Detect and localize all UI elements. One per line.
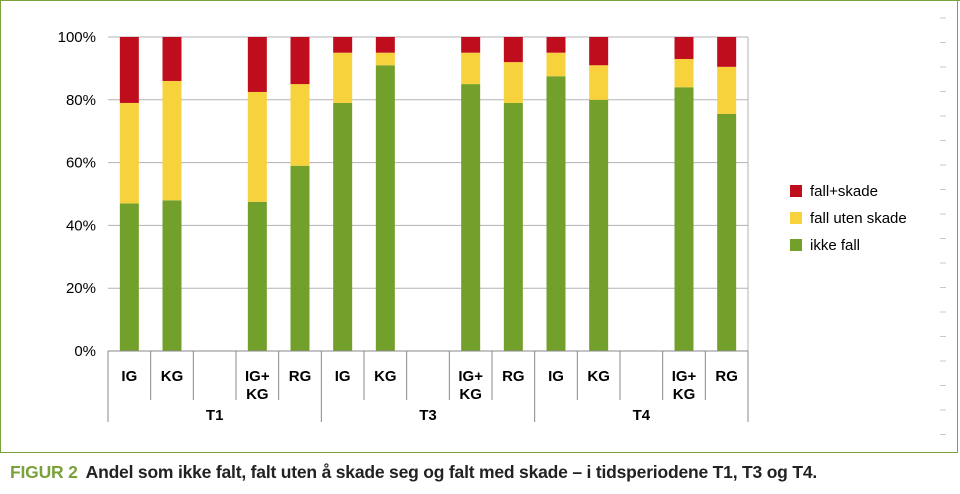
x-category-label: KG <box>459 386 482 403</box>
bar-segment-fall-uten-skade <box>119 102 139 204</box>
x-category-label: IG+ <box>458 368 483 385</box>
y-axis-ticks: 0% 20% 40% 60% 80% 100% <box>58 29 96 360</box>
bar-segment-fall-uten-skade <box>546 52 566 77</box>
bar-segment-fall-uten-skade <box>717 66 737 114</box>
y-tick-label: 20% <box>66 280 96 297</box>
bars <box>119 37 737 352</box>
frame-top-border <box>0 0 960 1</box>
bar-segment-ikke-fall <box>119 203 139 351</box>
x-category-label: KG <box>673 386 696 403</box>
x-category-label: IG <box>335 368 351 385</box>
x-category-label: RG <box>289 368 312 385</box>
bar-segment-ikke-fall <box>162 200 182 351</box>
caption-text: Andel som ikke falt, falt uten å skade s… <box>85 462 818 482</box>
figure-label: FIGUR 2 <box>10 462 78 482</box>
legend-swatch <box>790 185 802 197</box>
bar-segment-fall-skade <box>589 37 609 66</box>
bar-segment-fall-uten-skade <box>247 91 267 202</box>
bar-segment-fall-skade <box>119 37 139 103</box>
bar-segment-ikke-fall <box>461 84 481 351</box>
bar-segment-fall-skade <box>333 37 353 53</box>
bar-segment-fall-skade <box>375 37 395 53</box>
bar-segment-fall-skade <box>717 37 737 67</box>
x-category-label: IG+ <box>672 368 697 385</box>
x-category-label: KG <box>161 368 184 385</box>
x-category-label: RG <box>502 368 525 385</box>
x-category-label: KG <box>246 386 269 403</box>
bar-segment-ikke-fall <box>375 65 395 351</box>
legend-label: fall+skade <box>810 183 878 200</box>
bar-segment-ikke-fall <box>333 102 353 351</box>
bar-segment-fall-uten-skade <box>290 84 310 166</box>
bar-segment-fall-uten-skade <box>503 62 523 103</box>
figure-frame <box>0 0 958 453</box>
legend-label: fall uten skade <box>810 210 907 227</box>
x-category-label: KG <box>587 368 610 385</box>
legend: fall+skade fall uten skade ikke fall <box>790 183 907 254</box>
bar-segment-fall-skade <box>162 37 182 81</box>
bar-segment-ikke-fall <box>290 165 310 351</box>
right-edge-dashes <box>940 17 946 435</box>
x-category-label: IG <box>548 368 564 385</box>
bar-segment-fall-uten-skade <box>674 58 694 88</box>
bar-segment-ikke-fall <box>247 201 267 351</box>
bar-segment-ikke-fall <box>546 76 566 351</box>
bar-segment-fall-skade <box>674 37 694 59</box>
gridlines <box>108 36 749 352</box>
y-tick-label: 80% <box>66 92 96 109</box>
y-tick-label: 40% <box>66 217 96 234</box>
bar-segment-fall-uten-skade <box>162 80 182 201</box>
bar-segment-fall-skade <box>503 37 523 63</box>
x-category-label: IG+ <box>245 368 270 385</box>
bar-segment-fall-uten-skade <box>333 52 353 103</box>
x-category-label: KG <box>374 368 397 385</box>
x-category-label: IG <box>121 368 137 385</box>
bar-segment-fall-skade <box>461 37 481 53</box>
legend-swatch <box>790 239 802 251</box>
x-category-label: RG <box>715 368 738 385</box>
legend-swatch <box>790 212 802 224</box>
bar-segment-ikke-fall <box>674 87 694 352</box>
x-group-label: T3 <box>419 407 437 424</box>
bar-segment-fall-uten-skade <box>589 65 609 100</box>
bar-segment-fall-skade <box>247 37 267 92</box>
y-tick-label: 100% <box>58 29 96 46</box>
figure-caption: FIGUR 2 Andel som ikke falt, falt uten å … <box>10 462 955 483</box>
bar-segment-fall-uten-skade <box>461 52 481 85</box>
y-tick-label: 60% <box>66 155 96 172</box>
bar-segment-ikke-fall <box>503 102 523 351</box>
x-group-label: T1 <box>206 407 224 424</box>
bar-segment-fall-skade <box>546 37 566 53</box>
y-tick-label: 0% <box>74 343 96 360</box>
bar-segment-ikke-fall <box>717 113 737 352</box>
x-group-label: T4 <box>633 407 651 424</box>
legend-label: ikke fall <box>810 237 860 254</box>
bar-segment-fall-skade <box>290 37 310 85</box>
bar-segment-ikke-fall <box>589 99 609 351</box>
bar-segment-fall-uten-skade <box>375 52 395 66</box>
